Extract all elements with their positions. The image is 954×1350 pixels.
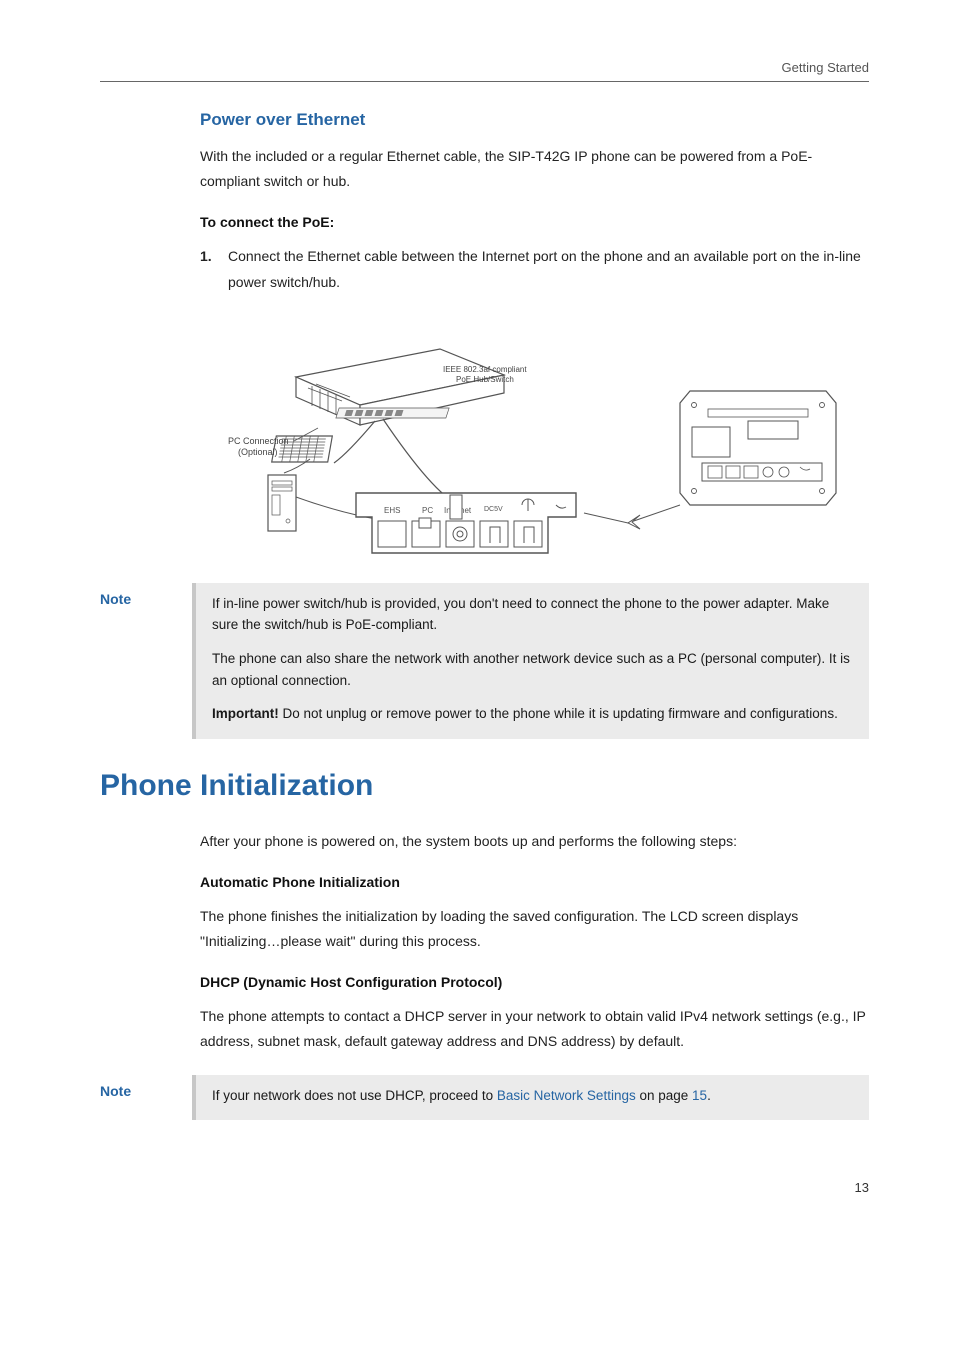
svg-text:PC: PC xyxy=(422,506,433,515)
phone-icon xyxy=(680,391,836,505)
note-text: . xyxy=(707,1088,711,1103)
note-para: If your network does not use DHCP, proce… xyxy=(212,1085,853,1107)
heading-phone-init: Phone Initialization xyxy=(100,769,869,803)
note-para: If in-line power switch/hub is provided,… xyxy=(212,593,853,636)
step-marker: 1. xyxy=(200,244,228,294)
note-para: The phone can also share the network wit… xyxy=(212,648,853,691)
note-body: If your network does not use DHCP, proce… xyxy=(196,1075,869,1121)
note-label: Note xyxy=(100,1075,196,1121)
poe-diagram: IEEE 802.3af compliant PoE Hub/Switch xyxy=(228,313,869,559)
init-sub2-heading: DHCP (Dynamic Host Configuration Protoco… xyxy=(200,974,869,990)
init-sub1-body: The phone finishes the initialization by… xyxy=(200,904,869,954)
init-intro: After your phone is powered on, the syst… xyxy=(200,829,869,854)
note-poe: Note If in-line power switch/hub is prov… xyxy=(100,583,869,739)
step-text: Connect the Ethernet cable between the I… xyxy=(228,244,869,294)
svg-text:DC5V: DC5V xyxy=(484,506,503,513)
running-header: Getting Started xyxy=(100,60,869,82)
note-text: If your network does not use DHCP, proce… xyxy=(212,1088,497,1103)
heading-poe: Power over Ethernet xyxy=(200,110,869,130)
note-text: on page xyxy=(636,1088,692,1103)
link-page-ref[interactable]: 15 xyxy=(692,1088,707,1103)
page-number: 13 xyxy=(100,1180,869,1195)
diagram-pc-label-1: PC Connection xyxy=(228,436,289,446)
phone-back-icon: EHS PC Internet DC5V xyxy=(356,493,576,553)
link-basic-network-settings[interactable]: Basic Network Settings xyxy=(497,1088,636,1103)
poe-steps: 1. Connect the Ethernet cable between th… xyxy=(200,244,869,294)
note-dhcp: Note If your network does not use DHCP, … xyxy=(100,1075,869,1121)
svg-text:EHS: EHS xyxy=(384,506,400,515)
note-label: Note xyxy=(100,583,196,739)
diagram-hub-label-2: PoE Hub/Switch xyxy=(456,375,514,384)
init-sub1-heading: Automatic Phone Initialization xyxy=(200,874,869,890)
note-para-important: Important! Do not unplug or remove power… xyxy=(212,703,853,725)
poe-connect-heading: To connect the PoE: xyxy=(200,214,869,230)
poe-intro: With the included or a regular Ethernet … xyxy=(200,144,869,194)
content-area: Power over Ethernet With the included or… xyxy=(200,110,869,1120)
diagram-hub-label-1: IEEE 802.3af compliant xyxy=(443,365,527,374)
init-sub2-body: The phone attempts to contact a DHCP ser… xyxy=(200,1004,869,1054)
list-item: 1. Connect the Ethernet cable between th… xyxy=(200,244,869,294)
note-body: If in-line power switch/hub is provided,… xyxy=(196,583,869,739)
hub-icon xyxy=(296,349,504,425)
diagram-pc-label-2: (Optional) xyxy=(238,447,278,457)
